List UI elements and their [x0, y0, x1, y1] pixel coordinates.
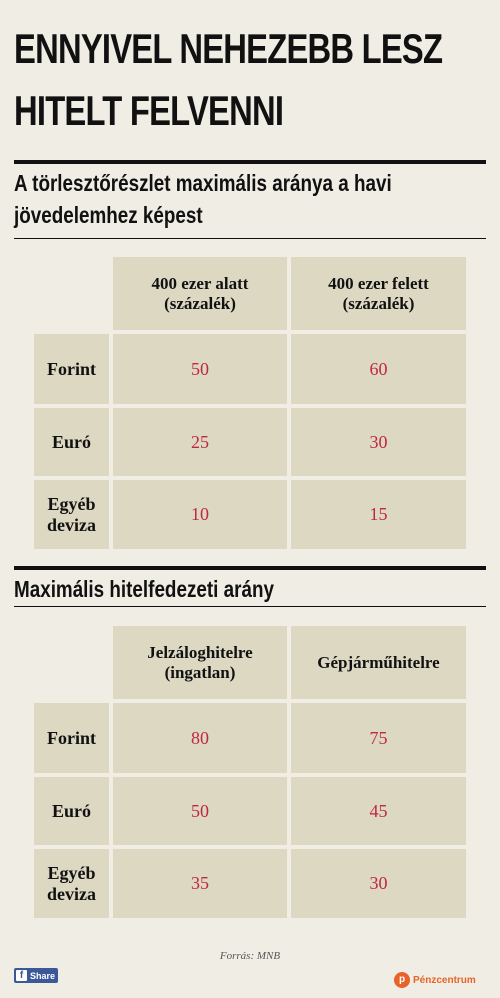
header-unit: (százalék) [164, 293, 236, 313]
section-1-title: A törlesztőrészlet maximális aránya a ha… [14, 167, 392, 231]
table-2-cell: 30 [291, 849, 466, 918]
table-2-cell: 50 [113, 777, 287, 845]
logo-text: Pénzcentrum [413, 974, 476, 986]
table-2-row-label-forint: Forint [34, 703, 109, 773]
header-text: Gépjárműhitelre [317, 652, 440, 672]
share-label: Share [30, 970, 56, 981]
section-1-bottom-rule [14, 238, 486, 239]
page-title-line-2: HITELT FELVENNI [14, 87, 284, 134]
section-1-title-line-2: jövedelemhez képest [14, 202, 203, 228]
row-label-text: Forint [47, 358, 96, 379]
table-2-cell: 35 [113, 849, 287, 918]
facebook-share-button[interactable]: f Share [14, 968, 58, 983]
table-1-cell: 15 [291, 480, 466, 549]
header-text: 400 ezer alatt [151, 273, 249, 293]
logo-mark-icon: p [394, 972, 410, 988]
table-1-cell: 30 [291, 408, 466, 476]
facebook-icon: f [16, 970, 27, 981]
table-2-cell: 75 [291, 703, 466, 773]
header-unit: (ingatlan) [164, 662, 236, 682]
row-label-text: Egyéb [47, 493, 96, 514]
table-1-row-label-egyeb-deviza: Egyéb deviza [34, 480, 109, 549]
table-1-header-col-2: 400 ezer felett (százalék) [291, 257, 466, 330]
table-2-header-col-1: Jelzáloghitelre (ingatlan) [113, 626, 287, 699]
table-1-row-label-euro: Euró [34, 408, 109, 476]
table-1-cell: 25 [113, 408, 287, 476]
row-label-text: deviza [47, 883, 96, 904]
section-1-title-line-1: A törlesztőrészlet maximális aránya a ha… [14, 170, 392, 196]
table-1-cell: 50 [113, 334, 287, 404]
header-text: Jelzáloghitelre [147, 642, 253, 662]
section-2-bottom-rule [14, 606, 486, 607]
header-text: 400 ezer felett [328, 273, 429, 293]
table-1-header-col-1: 400 ezer alatt (százalék) [113, 257, 287, 330]
section-2-top-rule [14, 566, 486, 570]
section-2-title: Maximális hitelfedezeti arány [14, 576, 274, 602]
table-2-row-label-egyeb-deviza: Egyéb deviza [34, 849, 109, 918]
page-title-line-1: ENNYIVEL NEHEZEBB LESZ [14, 25, 443, 72]
row-label-text: Egyéb [47, 862, 96, 883]
row-label-text: deviza [47, 514, 96, 535]
table-1-cell: 10 [113, 480, 287, 549]
source-note: Forrás: MNB [219, 950, 281, 962]
row-label-text: Euró [51, 431, 91, 452]
header-unit: (százalék) [342, 293, 415, 313]
table-1-cell: 60 [291, 334, 466, 404]
penzcentrum-logo[interactable]: p Pénzcentrum [394, 972, 476, 988]
page-title: ENNYIVEL NEHEZEBB LESZ HITELT FELVENNI [14, 18, 443, 142]
table-2-cell: 45 [291, 777, 466, 845]
table-2-row-label-euro: Euró [34, 777, 109, 845]
row-label-text: Forint [47, 727, 96, 748]
table-2-header-col-2: Gépjárműhitelre [291, 626, 466, 699]
row-label-text: Euró [51, 800, 91, 821]
table-1-row-label-forint: Forint [34, 334, 109, 404]
section-1-top-rule [14, 160, 486, 164]
table-2-cell: 80 [113, 703, 287, 773]
